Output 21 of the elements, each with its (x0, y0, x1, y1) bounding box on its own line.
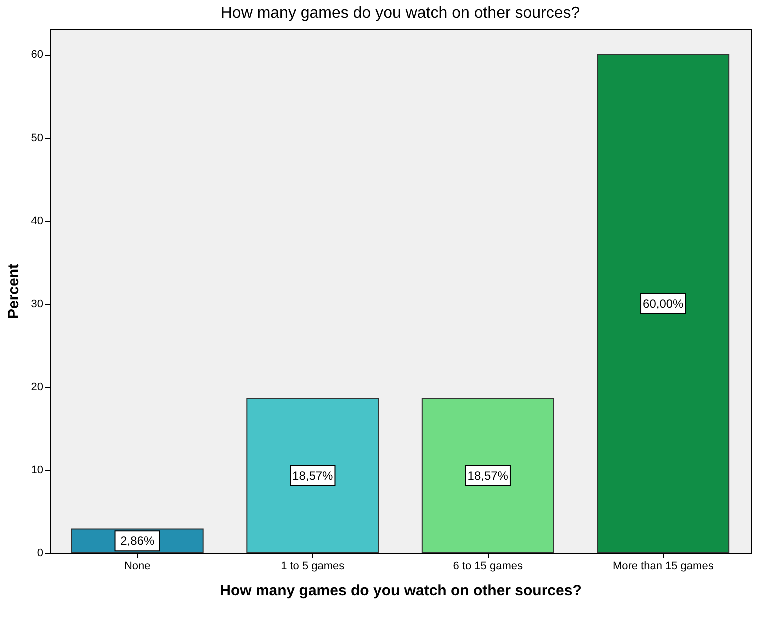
x-tick-label: More than 15 games (612, 560, 714, 572)
chart-title: How many games do you watch on other sources? (220, 5, 580, 22)
data-label: 18,57% (292, 468, 334, 483)
data-label: 60,00% (643, 296, 684, 311)
y-tick-label: 30 (31, 298, 44, 310)
y-tick-label: 10 (31, 464, 44, 476)
x-tick-label: 1 to 5 games (281, 560, 346, 572)
bar (422, 398, 554, 554)
y-tick-label: 40 (31, 215, 44, 228)
x-axis-title: How many games do you watch on other sources? (220, 582, 582, 600)
data-label: 18,57% (468, 468, 509, 483)
x-tick-label: 6 to 15 games (453, 560, 524, 572)
bar (597, 54, 730, 554)
y-tick-label: 50 (31, 132, 44, 144)
data-label: 2,86% (120, 534, 155, 548)
y-tick-label: 0 (37, 548, 44, 560)
bar (246, 398, 380, 554)
y-tick-label: 20 (31, 381, 44, 394)
x-tick-label: None (124, 560, 151, 572)
y-axis-title: Percent (5, 264, 22, 320)
y-tick-label: 60 (31, 49, 44, 62)
